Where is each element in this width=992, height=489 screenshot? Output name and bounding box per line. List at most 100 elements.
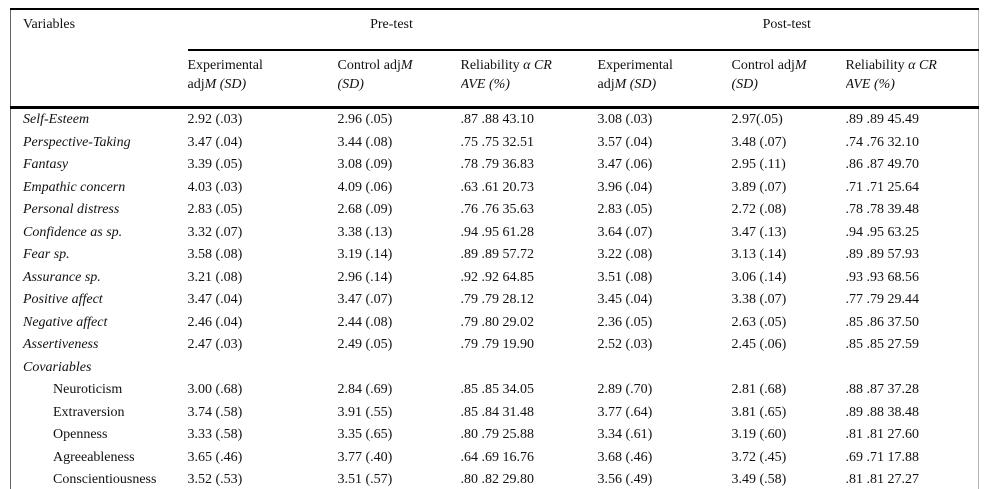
- cell-pre-exp: 3.47 (.04): [187, 134, 243, 150]
- table-row: Empathic concern 4.03 (.03) 4.09 (.06) .63 …: [11, 177, 979, 200]
- table-row: Extraversion 3.74 (.58) 3.91 (.55) .85 .84 …: [11, 402, 979, 425]
- cell-pre-exp: 3.52 (.53): [187, 472, 243, 487]
- variable-label: Confidence as sp.: [23, 224, 123, 240]
- cell-post-exp: 3.96 (.04): [597, 179, 653, 195]
- variables-column-header: Variables: [10, 9, 188, 109]
- cell-post-rel: .71 .71 25.64: [845, 179, 920, 195]
- cell-pre-exp: 2.47 (.03): [187, 337, 243, 352]
- header-text-segment: α CR: [523, 58, 552, 73]
- cell-pre-exp: 2.46 (.04): [187, 314, 243, 330]
- cell-post-ctrl: 3.47 (.13): [731, 224, 787, 240]
- cell-pre-rel: .63 .61 20.73: [460, 179, 535, 195]
- cell-pre-rel: [461, 357, 598, 380]
- column-header-post-control: Control adjM (SD): [731, 50, 846, 109]
- cell-post-ctrl: 2.45 (.06): [731, 337, 787, 352]
- cell-pre-exp: 3.65 (.46): [187, 449, 243, 465]
- header-text-segment: Experimental: [597, 58, 673, 73]
- cell-pre-ctrl: [338, 357, 461, 380]
- cell-pre-exp: 3.32 (.07): [187, 224, 243, 240]
- table-row: Assertiveness 2.47 (.03) 2.49 (.05) .79 .79…: [11, 334, 979, 357]
- cell-post-exp: [598, 357, 732, 380]
- cell-post-rel: .85 .85 27.59: [845, 337, 920, 352]
- cell-pre-exp: [188, 357, 338, 380]
- cell-post-rel: [846, 357, 979, 380]
- column-header-pre-experimental: Experimental adjM (SD): [187, 50, 338, 109]
- table-row: Perspective-Taking 3.47 (.04) 3.44 (.08) .7…: [11, 132, 979, 155]
- variable-label: Self-Esteem: [23, 112, 90, 127]
- table-row: Neuroticism 3.00 (.68) 2.84 (.69) .85 .85 3…: [11, 379, 979, 402]
- covariable-label: Agreeableness: [53, 449, 135, 465]
- cell-pre-rel: .79 .79 28.12: [460, 292, 535, 307]
- cell-post-ctrl: 3.48 (.07): [731, 134, 787, 150]
- cell-post-rel: .74 .76 32.10: [845, 134, 920, 150]
- variable-label: Negative affect: [23, 314, 108, 330]
- cell-pre-rel: .78 .79 36.83: [460, 157, 535, 172]
- table-row: Openness 3.33 (.58) 3.35 (.65) .80 .79 25.8…: [11, 424, 979, 447]
- header-text-segment: Control adj: [731, 58, 795, 73]
- cell-post-rel: .89 .89 45.49: [845, 112, 920, 127]
- cell-post-ctrl: 2.97(.05): [731, 112, 783, 127]
- header-text-segment: M (SD): [614, 77, 657, 92]
- cell-post-exp: 3.56 (.49): [597, 472, 653, 487]
- cell-pre-ctrl: 2.96 (.14): [337, 269, 393, 285]
- cell-pre-exp: 3.33 (.58): [187, 427, 243, 442]
- cell-pre-ctrl: 3.35 (.65): [337, 427, 393, 442]
- cell-pre-rel: .75 .75 32.51: [460, 134, 535, 150]
- cell-post-rel: .81 .81 27.27: [845, 472, 920, 487]
- cell-pre-ctrl: 3.47 (.07): [337, 292, 393, 307]
- cell-post-ctrl: 3.72 (.45): [731, 449, 787, 465]
- covariable-label: Extraversion: [53, 404, 125, 420]
- cell-post-exp: 2.36 (.05): [597, 314, 653, 330]
- table-row: Fear sp. 3.58 (.08) 3.19 (.14) .89 .89 57.7…: [11, 244, 979, 267]
- variable-label: Assertiveness: [23, 337, 99, 352]
- cell-post-exp: 3.57 (.04): [597, 134, 653, 150]
- variable-label: Positive affect: [23, 292, 103, 307]
- cell-pre-rel: .79 .80 29.02: [460, 314, 535, 330]
- cell-pre-exp: 3.74 (.58): [187, 404, 243, 420]
- cell-post-rel: .77 .79 29.44: [845, 292, 920, 307]
- cell-pre-ctrl: 4.09 (.06): [337, 179, 393, 195]
- cell-post-exp: 3.77 (.64): [597, 404, 653, 420]
- cell-pre-ctrl: 3.51 (.57): [337, 472, 393, 487]
- cell-post-ctrl: 2.63 (.05): [731, 314, 787, 330]
- cell-pre-rel: .80 .82 29.80: [460, 472, 535, 487]
- cell-post-exp: 2.52 (.03): [597, 337, 653, 352]
- table-row: Conscientiousness 3.52 (.53) 3.51 (.57) .80…: [11, 469, 979, 489]
- cell-pre-rel: .64 .69 16.76: [460, 449, 535, 465]
- cell-pre-exp: 4.03 (.03): [187, 179, 243, 195]
- header-text-segment: Reliability: [845, 58, 909, 73]
- table-row: Personal distress 2.83 (.05) 2.68 (.09) .76…: [11, 199, 979, 222]
- cell-pre-ctrl: 3.77 (.40): [337, 449, 393, 465]
- header-text-segment: M: [794, 58, 807, 73]
- cell-post-rel: .93 .93 68.56: [845, 269, 920, 285]
- header-text-segment: Control adj: [337, 58, 401, 73]
- table-row: Positive affect 3.47 (.04) 3.47 (.07) .79 .…: [11, 289, 979, 312]
- cell-post-ctrl: [732, 357, 846, 380]
- cell-post-exp: 3.51 (.08): [597, 269, 653, 285]
- cell-pre-exp: 3.00 (.68): [187, 382, 243, 397]
- cell-pre-rel: .85 .85 34.05: [460, 382, 535, 397]
- cell-post-rel: .81 .81 27.60: [845, 427, 920, 442]
- cell-pre-ctrl: 2.84 (.69): [337, 382, 393, 397]
- cell-pre-ctrl: 3.38 (.13): [337, 224, 393, 240]
- table-row: Confidence as sp. 3.32 (.07) 3.38 (.13) .94…: [11, 222, 979, 245]
- cell-pre-exp: 2.92 (.03): [187, 112, 243, 127]
- cell-post-rel: .88 .87 37.28: [845, 382, 920, 397]
- cell-post-exp: 3.47 (.06): [597, 157, 653, 172]
- cell-post-exp: 2.89 (.70): [597, 382, 653, 397]
- cell-pre-rel: .94 .95 61.28: [460, 224, 535, 240]
- cell-post-ctrl: 2.72 (.08): [731, 202, 787, 217]
- header-text-segment: AVE (%): [460, 77, 510, 92]
- cell-pre-rel: .85 .84 31.48: [460, 404, 535, 420]
- cell-post-exp: 3.22 (.08): [597, 247, 653, 262]
- cell-post-rel: .94 .95 63.25: [845, 224, 920, 240]
- cell-post-exp: 3.34 (.61): [597, 427, 653, 442]
- cell-post-rel: .89 .88 38.48: [845, 404, 920, 420]
- header-text-segment: M (SD): [204, 77, 247, 92]
- section-label: Covariables: [23, 359, 92, 375]
- spanner-row: Variables Pre-test Post-test: [10, 9, 979, 109]
- posttest-spanner: Post-test: [597, 9, 979, 51]
- cell-pre-ctrl: 2.49 (.05): [337, 337, 393, 352]
- header-text-segment: Reliability: [460, 58, 524, 73]
